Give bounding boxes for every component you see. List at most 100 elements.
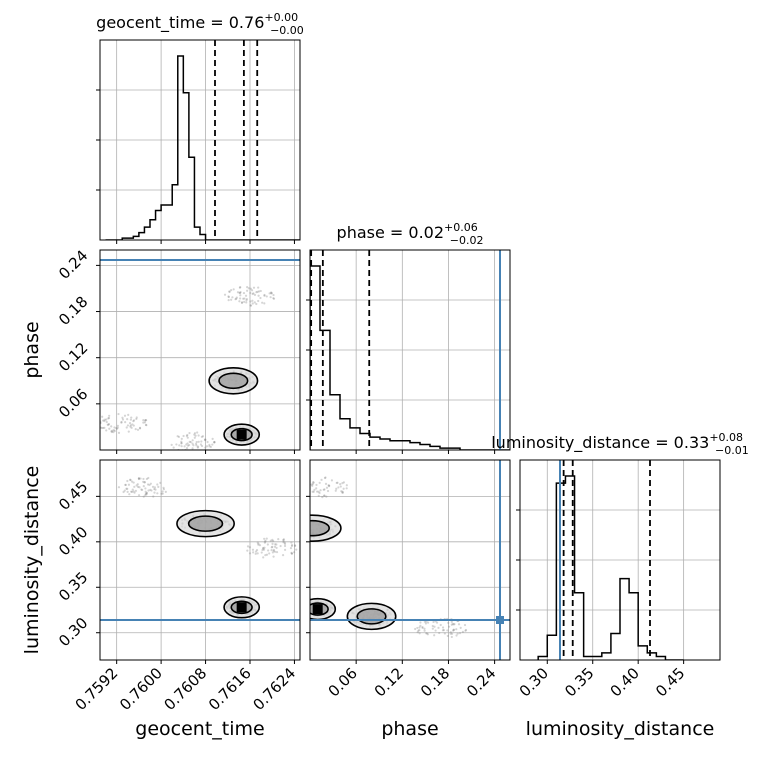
sample-point (304, 610, 306, 612)
histogram-luminosity_distance (537, 475, 684, 660)
sample-point (432, 620, 435, 624)
sample-point (132, 419, 136, 422)
title-geocent_time: geocent_time = 0.76+0.00 −0.00 (96, 11, 304, 37)
sample-point (103, 418, 106, 421)
sample-point (146, 483, 150, 486)
sample-point (176, 435, 179, 438)
sample-point (245, 297, 248, 301)
sample-point (418, 632, 421, 635)
sample-point (186, 433, 189, 437)
sample-point (318, 491, 321, 495)
sample-point (227, 295, 230, 298)
sample-point (132, 424, 135, 427)
sample-point (431, 624, 434, 628)
sample-point (301, 530, 303, 532)
sample-point (289, 531, 291, 533)
sample-point (145, 493, 148, 496)
sample-point (149, 482, 152, 485)
sample-point (277, 538, 280, 541)
sample-point (123, 489, 126, 492)
sample-point (336, 481, 339, 484)
sample-point (192, 444, 195, 447)
sample-point (116, 424, 119, 427)
sample-point (252, 292, 255, 295)
sample-point (180, 445, 183, 448)
sample-point (317, 490, 320, 493)
sample-point (419, 621, 422, 624)
sample-point (435, 621, 439, 624)
sample-point (264, 553, 267, 557)
sample-point (100, 426, 103, 430)
sample-point (257, 290, 261, 293)
sample-point (193, 450, 195, 452)
sample-point (434, 629, 437, 632)
sample-point (148, 483, 151, 487)
sample-point (296, 488, 298, 490)
sample-point (417, 629, 420, 632)
sample-point (305, 481, 307, 483)
sample-point (133, 491, 136, 494)
sample-point (461, 630, 464, 633)
sample-point (290, 543, 294, 547)
sample-point (242, 297, 245, 300)
sample-point (451, 622, 454, 625)
sample-point (282, 538, 286, 541)
sample-point (129, 418, 132, 421)
sample-point (208, 443, 211, 446)
sample-point (106, 423, 109, 426)
sample-point (300, 534, 302, 536)
sample-point (459, 626, 462, 629)
sample-point (306, 611, 308, 613)
sample-point (238, 291, 241, 294)
sample-point (341, 491, 344, 494)
sample-point (164, 490, 167, 493)
x-tick-label: 0.18 (417, 664, 453, 700)
sample-point (159, 481, 162, 484)
sample-point (311, 490, 314, 493)
sample-point (307, 606, 309, 608)
sample-point (227, 295, 230, 299)
sample-point (144, 492, 148, 495)
sample-point (123, 414, 127, 417)
sample-point (293, 544, 297, 547)
sample-point (239, 291, 242, 294)
sample-point (305, 486, 307, 488)
sample-point (213, 440, 216, 444)
sample-point (327, 485, 331, 488)
x-tick-label: 0.7624 (249, 664, 299, 714)
sample-point (193, 433, 196, 436)
sample-point (129, 478, 132, 482)
sample-point (270, 292, 273, 295)
sample-point (272, 297, 275, 300)
sample-point (137, 494, 141, 497)
sample-point (265, 295, 268, 298)
sample-point (290, 541, 293, 544)
panel-frame (519, 459, 721, 661)
sample-point (223, 293, 227, 296)
sample-point (426, 621, 430, 624)
sample-point (189, 440, 192, 444)
sample-point (246, 545, 250, 548)
x-tick-label: 0.12 (371, 664, 407, 700)
sample-point (256, 552, 259, 555)
sample-point (271, 551, 274, 554)
sample-point (145, 491, 148, 494)
sample-point (302, 530, 304, 532)
sample-point (140, 488, 144, 492)
sample-point (236, 291, 240, 294)
sample-point (120, 420, 123, 424)
sample-point (125, 426, 128, 429)
sample-point (457, 623, 461, 626)
sample-point (182, 434, 185, 438)
sample-point (327, 484, 330, 487)
sample-point (239, 294, 242, 297)
sample-point (302, 610, 304, 612)
sample-point (305, 611, 307, 613)
sample-point (157, 485, 160, 488)
sample-point (270, 291, 273, 294)
sample-point (272, 555, 275, 558)
sample-point (259, 296, 262, 300)
sample-point (269, 539, 272, 542)
sample-point (303, 489, 305, 491)
